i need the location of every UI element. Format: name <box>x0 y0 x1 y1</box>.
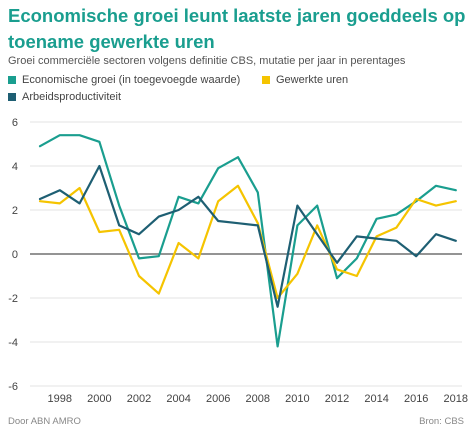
series-line-economische-groei <box>38 134 457 348</box>
x-tick-label: 2006 <box>206 393 230 405</box>
y-tick-label: 4 <box>12 161 18 173</box>
legend-item-gewerkte-uren: Gewerkte uren <box>262 74 348 86</box>
footer-credit: Door ABN AMRO <box>8 416 81 427</box>
legend-swatch-arbeidsproductiviteit <box>8 93 16 101</box>
x-tick-label: 2016 <box>404 393 428 405</box>
x-tick-label: 2018 <box>444 393 468 405</box>
x-tick-label: 2008 <box>246 393 270 405</box>
legend-label-economische-groei: Economische groei (in toegevoegde waarde… <box>22 74 241 86</box>
legend-item-arbeidsproductiviteit: Arbeidsproductiviteit <box>8 91 121 103</box>
x-tick-label: 2010 <box>285 393 309 405</box>
legend-label-gewerkte-uren: Gewerkte uren <box>276 74 349 86</box>
x-tick-label: 1998 <box>48 393 72 405</box>
y-tick-label: -6 <box>8 381 18 393</box>
y-tick-label: -4 <box>8 337 18 349</box>
x-tick-label: 2002 <box>127 393 151 405</box>
legend-swatch-economische-groei <box>8 76 16 84</box>
x-tick-label: 2000 <box>87 393 111 405</box>
y-tick-label: 6 <box>12 117 18 129</box>
y-tick-label: 0 <box>12 249 18 261</box>
x-tick-label: 2014 <box>364 393 388 405</box>
y-tick-label: -2 <box>8 293 18 305</box>
chart-title: Economische groei leunt laatste jaren go… <box>8 5 466 52</box>
legend-swatch-gewerkte-uren <box>262 76 270 84</box>
series-line-arbeidsproductiviteit <box>38 164 457 308</box>
x-tick-label: 2012 <box>325 393 349 405</box>
series-line-gewerkte-uren <box>38 184 457 300</box>
legend-item-economische-groei: Economische groei (in toegevoegde waarde… <box>8 74 240 86</box>
footer-source: Bron: CBS <box>419 416 464 427</box>
x-tick-label: 2004 <box>166 393 190 405</box>
chart-subtitle: Groei commerciële sectoren volgens defin… <box>8 55 406 67</box>
legend-label-arbeidsproductiviteit: Arbeidsproductiviteit <box>22 91 122 103</box>
y-tick-label: 2 <box>12 205 18 217</box>
